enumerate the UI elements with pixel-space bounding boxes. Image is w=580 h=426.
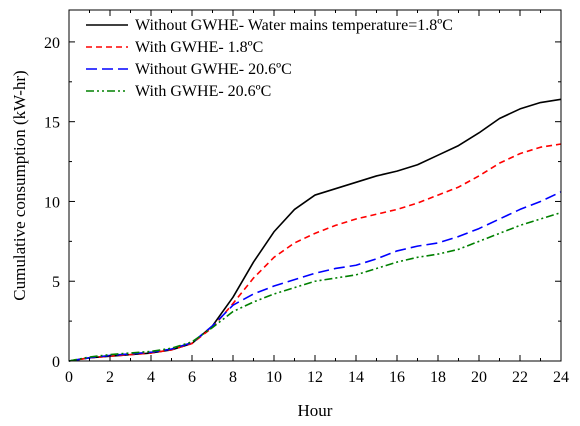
y-tick-label: 20 [44, 35, 60, 52]
y-tick-label: 15 [44, 115, 60, 132]
series-line-1 [68, 98, 562, 362]
x-tick-label: 0 [65, 369, 73, 386]
x-tick-label: 20 [471, 369, 487, 386]
series-lines [68, 98, 562, 362]
x-tick-label: 6 [188, 369, 196, 386]
legend-label-2: With GWHE- 1.8ºC [135, 39, 263, 56]
x-tick-label: 18 [430, 369, 446, 386]
x-tick-label: 8 [229, 369, 237, 386]
legend-label-4: With GWHE- 20.6ºC [135, 83, 271, 100]
y-axis-title: Cumulative consumption (kW-hr) [10, 70, 29, 300]
series-line-2 [68, 143, 562, 362]
legend-label-1: Without GWHE- Water mains temperature=1.… [135, 17, 453, 34]
x-tick-label: 24 [553, 369, 569, 386]
y-tick-label: 5 [52, 274, 60, 291]
x-tick-label: 12 [307, 369, 323, 386]
legend: Without GWHE- Water mains temperature=1.… [86, 17, 453, 100]
plot-frame [68, 9, 562, 362]
series-line-3 [68, 191, 562, 362]
y-tick-label: 10 [44, 194, 60, 211]
x-tick-label: 16 [389, 369, 405, 386]
x-tick-label: 2 [106, 369, 114, 386]
x-axis-title: Hour [298, 401, 333, 420]
series-line-4 [68, 211, 562, 362]
x-tick-label: 22 [512, 369, 528, 386]
y-tick-label: 0 [52, 354, 60, 371]
legend-label-3: Without GWHE- 20.6ºC [135, 61, 292, 78]
x-tick-label: 14 [348, 369, 364, 386]
x-tick-label: 4 [147, 369, 155, 386]
x-tick-label: 10 [266, 369, 282, 386]
